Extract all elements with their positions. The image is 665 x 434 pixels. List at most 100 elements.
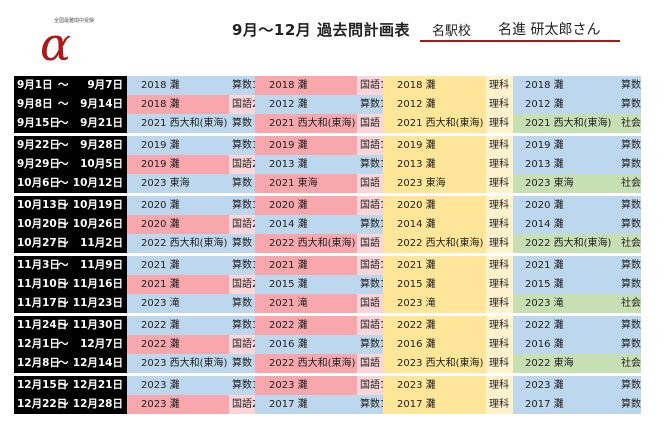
subject-cell: 国語 [357, 234, 383, 253]
exam-cell: 2022 西大和(東海) [513, 234, 618, 253]
exam-cell: 2015 灘 [513, 275, 618, 294]
week-range: 10月13日～ 10月19日 [14, 196, 127, 215]
week-tilde: ～ [58, 218, 69, 230]
subject-cell: 理科 [486, 256, 513, 275]
week-range: 10月20日～ 10月26日 [14, 215, 127, 234]
subject-cell: 理科 [486, 114, 513, 133]
subject-cell: 算数 [229, 114, 255, 133]
subject-cell: 算数1 [357, 275, 383, 294]
week-start: 9月1日 [17, 79, 53, 91]
week-range: 12月22日～ 12月28日 [14, 395, 127, 414]
exam-cell: 2013 灘 [255, 155, 357, 174]
table-row: 12月8日～ 12月14日 2023 西大和(東海) 算数 2022 西大和(東海) 国語… [14, 354, 650, 373]
week-tilde: ～ [58, 338, 69, 350]
subject-cell: 算数2 [618, 316, 641, 335]
week-end: 10月26日 [72, 218, 123, 230]
table-row: 11月17日～ 11月23日 2023 滝算数 2021 滝国語 2023 滝理科 202… [14, 294, 650, 313]
subject-cell: 算数1 [357, 95, 383, 114]
week-tilde: ～ [58, 98, 69, 110]
week-range: 9月8日 ～ 9月14日 [14, 95, 127, 114]
exam-cell: 2021 灘 [255, 256, 357, 275]
week-tilde: ～ [58, 379, 69, 391]
week-start: 9月15日 [17, 117, 60, 129]
subject-cell: 国語1 [357, 256, 383, 275]
subject-cell: 算数2 [618, 376, 641, 395]
exam-cell: 2020 灘 [127, 215, 229, 234]
week-tilde: ～ [58, 319, 69, 331]
week-end: 11月2日 [80, 237, 123, 249]
table-row: 10月27日～ 11月2日 2022 西大和(東海) 算数 2022 西大和(東海) 国語… [14, 234, 650, 253]
exam-cell: 2023 灘 [383, 376, 486, 395]
subject-cell: 社会 [618, 294, 641, 313]
subject-cell: 国語2 [229, 155, 255, 174]
subject-cell: 国語 [357, 174, 383, 193]
week-end: 11月9日 [80, 259, 123, 271]
week-tilde: ～ [58, 398, 69, 410]
subject-cell: 算数1 [229, 256, 255, 275]
subject-cell: 国語2 [229, 395, 255, 414]
week-start: 10月13日 [17, 199, 68, 211]
subject-cell: 国語 [357, 354, 383, 373]
exam-cell: 2020 灘 [127, 196, 229, 215]
subject-cell: 国語2 [229, 95, 255, 114]
week-end: 9月21日 [80, 117, 123, 129]
subject-cell: 算数2 [618, 335, 641, 354]
subject-cell: 算数2 [618, 155, 641, 174]
subject-cell: 算数1 [357, 335, 383, 354]
exam-cell: 2022 西大和(東海) [255, 354, 357, 373]
exam-cell: 2023 灘 [255, 376, 357, 395]
week-range: 9月1日 ～ 9月7日 [14, 76, 127, 95]
subject-cell: 算数1 [229, 316, 255, 335]
subject-cell: 国語2 [229, 275, 255, 294]
subject-cell: 国語 [357, 294, 383, 313]
subject-cell: 国語2 [229, 335, 255, 354]
exam-cell: 2013 灘 [383, 155, 486, 174]
table-row: 10月6日～ 10月12日 2023 東海 算数 2021 東海 国語 2023 東海 理科 2… [14, 174, 650, 193]
exam-cell: 2019 灘 [127, 136, 229, 155]
subject-cell: 算数1 [357, 215, 383, 234]
subject-cell: 国語1 [357, 376, 383, 395]
week-range: 12月8日～ 12月14日 [14, 354, 127, 373]
exam-cell: 2022 西大和(東海) [383, 234, 486, 253]
subject-cell: 算数2 [618, 275, 641, 294]
subject-cell: 理科 [486, 354, 513, 373]
subject-cell: 算数1 [229, 136, 255, 155]
subject-cell: 国語2 [229, 215, 255, 234]
exam-cell: 2018 灘 [513, 76, 618, 95]
week-range: 11月10日～ 11月16日 [14, 275, 127, 294]
exam-cell: 2018 灘 [255, 76, 357, 95]
week-range: 9月29日～ 10月5日 [14, 155, 127, 174]
exam-cell: 2022 西大和(東海) [127, 234, 229, 253]
week-range: 12月1日～ 12月7日 [14, 335, 127, 354]
week-range: 10月6日～ 10月12日 [14, 174, 127, 193]
subject-cell: 理科 [486, 335, 513, 354]
week-start: 12月22日 [17, 398, 68, 410]
week-end: 9月28日 [80, 139, 123, 151]
exam-cell: 2023 西大和(東海) [383, 354, 486, 373]
week-range: 11月3日～ 11月9日 [14, 256, 127, 275]
week-start: 12月1日 [17, 338, 60, 350]
week-start: 12月15日 [17, 379, 68, 391]
week-start: 11月17日 [17, 297, 68, 309]
exam-cell: 2015 灘 [383, 275, 486, 294]
exam-cell: 2016 灘 [255, 335, 357, 354]
subject-cell: 理科 [486, 376, 513, 395]
exam-cell: 2022 灘 [255, 316, 357, 335]
exam-cell: 2019 灘 [255, 136, 357, 155]
subject-cell: 社会 [618, 174, 641, 193]
exam-cell: 2018 灘 [127, 76, 229, 95]
subject-cell: 理科 [486, 294, 513, 313]
week-end: 12月28日 [72, 398, 123, 410]
exam-cell: 2015 灘 [255, 275, 357, 294]
week-tilde: ～ [58, 139, 69, 151]
exam-cell: 2012 灘 [383, 95, 486, 114]
exam-cell: 2019 灘 [127, 155, 229, 174]
week-end: 11月16日 [72, 278, 123, 290]
exam-cell: 2021 滝 [255, 294, 357, 313]
